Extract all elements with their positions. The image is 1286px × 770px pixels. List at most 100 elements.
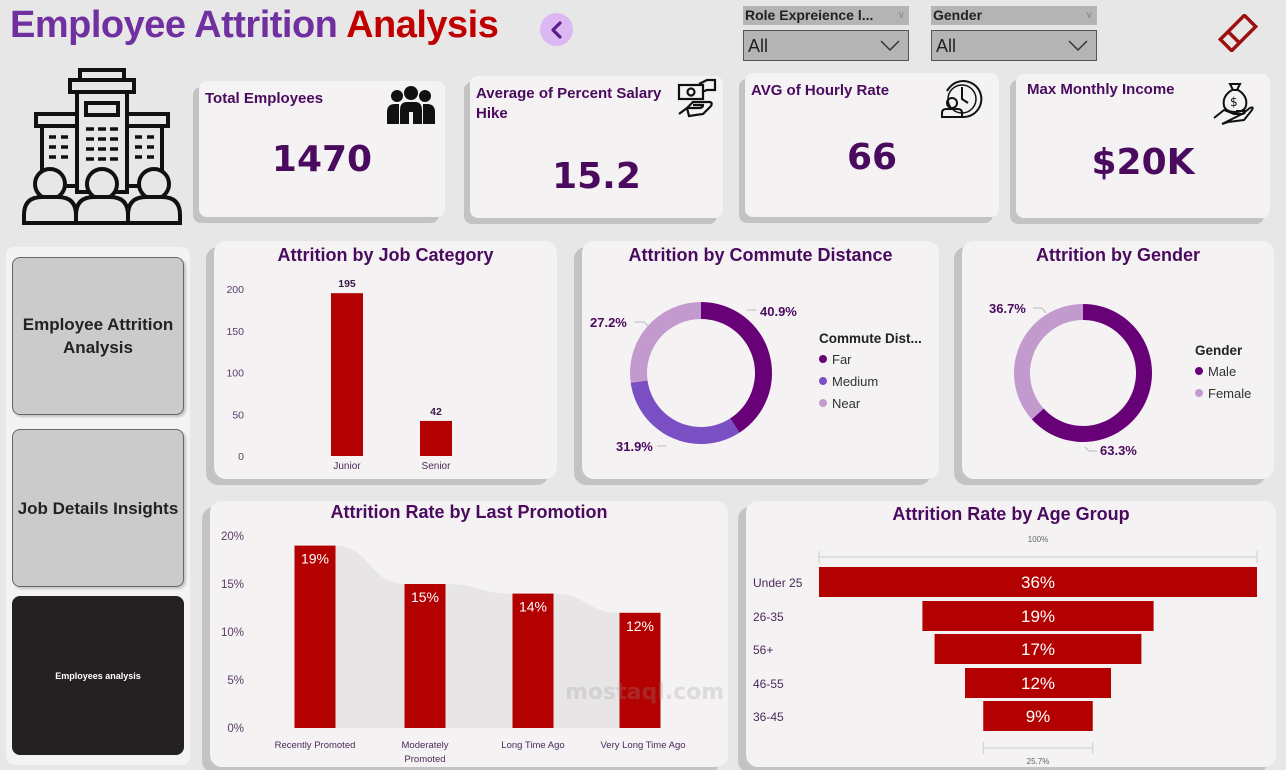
kpi-label: Max Monthly Income [1027, 81, 1175, 98]
kpi-value: 66 [846, 137, 898, 178]
gender-slicer: Gender ∨ All [931, 6, 1097, 61]
funnel-bar [922, 601, 1154, 631]
legend-label: Medium [832, 373, 879, 389]
money-hand-icon [675, 78, 719, 124]
chart-card-last-promotion: Attrition Rate by Last Promotion 0% 5% 10%… [210, 501, 728, 767]
donut-slice-far [701, 302, 772, 433]
y-tick-label: 50 [232, 409, 244, 421]
chevron-down-icon [1068, 40, 1088, 52]
data-label: 19% [1021, 607, 1055, 626]
dropdown-value: All [748, 36, 769, 56]
navigation-panel: Employee Attrition Analysis Job Details … [6, 247, 190, 765]
y-tick-label: 0 [238, 451, 244, 463]
donut-slice-male [1031, 304, 1152, 442]
legend-label: Near [832, 395, 861, 411]
role-experience-slicer: Role Expreience l... ∨ All [743, 6, 909, 61]
kpi-value: 1470 [271, 139, 373, 180]
bar [512, 593, 554, 728]
legend-item-male[interactable]: Male [1195, 360, 1251, 382]
title-part-2: Analysis [346, 4, 499, 46]
legend-dot [1195, 367, 1203, 375]
person-clock-icon [940, 77, 984, 125]
company-building-logo [20, 67, 184, 231]
chart-card-job-category: Attrition by Job Category 0 50 100 150 200 19… [214, 241, 557, 479]
gender-donut-chart: 63.3% 36.7% [989, 301, 1152, 458]
nav-label: Employees analysis [55, 670, 141, 681]
y-tick-label: 5% [227, 675, 244, 687]
category-label: 56+ [753, 643, 773, 657]
x-tick-label: Senior [422, 461, 452, 472]
chevron-down-icon [880, 40, 900, 52]
role-experience-dropdown[interactable]: All [743, 30, 909, 61]
donut-slice-medium [630, 380, 740, 444]
bar [404, 584, 446, 728]
clear-filters-button[interactable] [1217, 12, 1259, 56]
legend-item-far[interactable]: Far [819, 348, 922, 370]
commute-legend: Commute Dist... Far Medium Near [819, 331, 922, 414]
data-label: 12% [1021, 674, 1055, 693]
kpi-card-total-employees: Total Employees 1470 [199, 81, 445, 217]
chart-card-gender: Attrition by Gender 63.3% 36.7% Gender Ma… [962, 241, 1274, 479]
funnel-bar [983, 701, 1093, 731]
nav-employee-attrition-analysis[interactable]: Employee Attrition Analysis [12, 257, 184, 415]
legend-label: Male [1208, 363, 1237, 379]
gender-dropdown[interactable]: All [931, 30, 1097, 61]
nav-job-details-insights[interactable]: Job Details Insights [12, 429, 184, 587]
eraser-icon [1217, 12, 1259, 54]
back-button[interactable] [540, 13, 573, 46]
legend-dot [819, 377, 827, 385]
slicer-label: Role Expreience l... [745, 7, 874, 23]
funnel-bar [965, 668, 1111, 698]
donut-slice-near [630, 302, 701, 383]
legend-dot [819, 355, 827, 363]
chart-title: Attrition by Commute Distance [628, 245, 893, 265]
data-label: 36% [1021, 573, 1055, 592]
kpi-value: 15.2 [552, 156, 641, 197]
money-bag-hand-icon: $ [1212, 80, 1256, 130]
legend-title: Gender [1195, 343, 1243, 358]
people-group-icon [385, 86, 437, 130]
category-label: Under 25 [753, 576, 803, 590]
slicer-header: Role Expreience l... ∨ [743, 6, 909, 25]
nav-employees-analysis[interactable]: Employees analysis [12, 596, 184, 755]
chevron-down-icon[interactable]: ∨ [1085, 10, 1093, 21]
chart-title: Attrition Rate by Age Group [892, 504, 1130, 524]
data-label: 63.3% [1100, 443, 1137, 458]
kpi-label: Total Employees [205, 90, 324, 107]
page-title: Employee Attrition Analysis [10, 4, 499, 47]
data-label: 15% [411, 589, 439, 605]
legend-item-female[interactable]: Female [1195, 382, 1251, 404]
x-tick-label: Recently Promoted [275, 740, 356, 751]
age-group-funnel-chart: 100% Under 25 36% 26-35 19% 56+ 17% 46-55 12% 36-… [753, 535, 1258, 766]
chart-card-commute-distance: Attrition by Commute Distance 40.9% 31.9%… [582, 241, 939, 479]
chevron-left-icon [550, 20, 562, 39]
slicer-label: Gender [933, 7, 983, 23]
bar [294, 545, 336, 728]
x-tick-label: Very Long Time Ago [600, 740, 685, 751]
x-tick-label: Promoted [404, 754, 445, 765]
chart-title: Attrition Rate by Last Promotion [330, 502, 608, 522]
nav-label: Employee Attrition Analysis [22, 315, 174, 357]
data-label: 17% [1021, 640, 1055, 659]
legend-item-medium[interactable]: Medium [819, 370, 922, 392]
chart-card-age-group: Attrition Rate by Age Group 100% Under 25… [746, 501, 1276, 767]
legend-item-near[interactable]: Near [819, 392, 922, 414]
bar-senior [420, 420, 452, 456]
data-label: 36.7% [989, 301, 1026, 316]
legend-label: Female [1208, 385, 1252, 401]
y-tick-label: 200 [226, 284, 244, 296]
chart-title: Attrition by Job Category [277, 245, 494, 265]
bar-junior [331, 293, 363, 456]
data-label: 19% [301, 551, 329, 567]
leader-line [1033, 307, 1047, 314]
kpi-card-salary-hike: Average of Percent Salary Hike 15.2 [470, 76, 723, 218]
kpi-card-hourly-rate: AVG of Hourly Rate 66 [745, 73, 999, 217]
nav-label: Job Details Insights [17, 498, 179, 518]
slicer-header: Gender ∨ [931, 6, 1097, 25]
y-tick-label: 20% [221, 531, 244, 543]
commute-distance-donut-chart: 40.9% 31.9% 27.2% [590, 302, 797, 454]
funnel-bar [819, 567, 1257, 597]
job-category-bar-chart: 0 50 100 150 200 195 Junior 42 Senior [226, 278, 452, 472]
leader-line [634, 321, 649, 327]
chevron-down-icon[interactable]: ∨ [897, 10, 905, 21]
